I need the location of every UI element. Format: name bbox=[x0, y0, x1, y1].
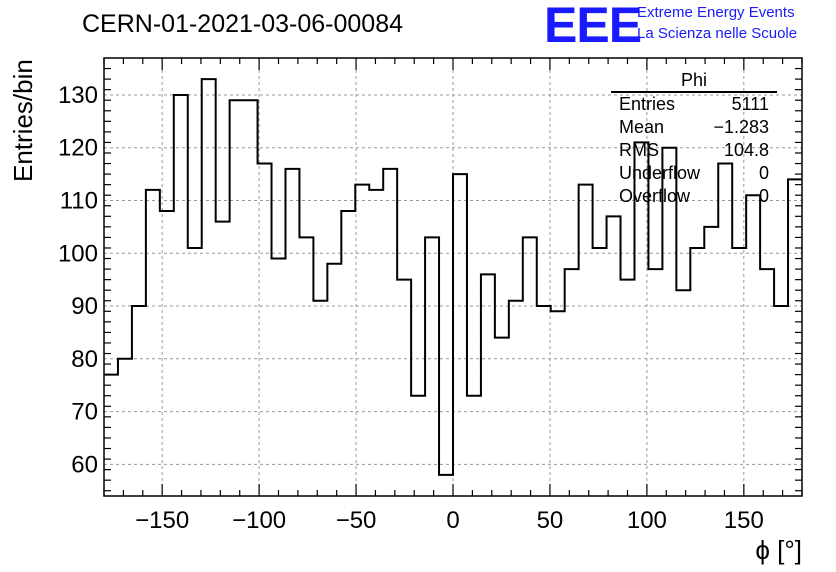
stats-row-underflow: Underflow 0 bbox=[611, 162, 777, 185]
stats-label: Mean bbox=[619, 117, 665, 137]
stats-value: 0 bbox=[758, 186, 769, 206]
stats-row-entries: Entries 5111 bbox=[611, 93, 777, 116]
logo-line-1: Extreme Energy Events bbox=[637, 4, 795, 21]
x-tick-label: 0 bbox=[446, 507, 459, 534]
x-tick-label: 50 bbox=[537, 507, 564, 534]
y-tick-label: 100 bbox=[58, 240, 98, 267]
x-tick-label: −100 bbox=[232, 507, 286, 534]
y-tick-label: 70 bbox=[71, 399, 98, 426]
eee-logo: EEE bbox=[544, 0, 642, 53]
stats-row-overflow: Overflow 0 bbox=[611, 185, 777, 208]
y-axis-label: Entries/bin bbox=[8, 59, 38, 182]
stats-value: −1.283 bbox=[713, 117, 769, 137]
stats-value: 5111 bbox=[731, 94, 769, 114]
x-tick-label: 100 bbox=[627, 507, 667, 534]
chart-title: CERN-01-2021-03-06-00084 bbox=[82, 10, 404, 38]
histogram-series bbox=[104, 78, 802, 476]
stats-label: RMS bbox=[619, 140, 659, 160]
x-tick-label: 150 bbox=[724, 507, 764, 534]
y-tick-label: 130 bbox=[58, 82, 98, 109]
stats-label: Overflow bbox=[619, 186, 691, 206]
stats-title: Phi bbox=[611, 70, 777, 93]
stats-box: Phi Entries 5111 Mean −1.283 RMS 104.8 U… bbox=[611, 70, 777, 208]
stats-label: Underflow bbox=[619, 163, 701, 183]
tick-labels: −150 −100 −50 0 50 100 150 60 70 80 90 100 110 120 130 bbox=[58, 82, 764, 534]
y-tick-label: 90 bbox=[71, 293, 98, 320]
x-tick-label: −50 bbox=[336, 507, 377, 534]
y-tick-label: 80 bbox=[71, 346, 98, 373]
stats-label: Entries bbox=[619, 94, 676, 114]
y-tick-label: 110 bbox=[60, 187, 98, 214]
stats-value: 104.8 bbox=[723, 140, 769, 160]
stats-row-mean: Mean −1.283 bbox=[611, 116, 777, 139]
logo-line-2: La Scienza nelle Scuole bbox=[637, 25, 798, 42]
y-tick-label: 120 bbox=[58, 135, 98, 162]
x-tick-label: −150 bbox=[135, 507, 189, 534]
x-axis-label: ϕ [°] bbox=[755, 535, 802, 565]
axis-ticks bbox=[103, 58, 803, 496]
stats-row-rms: RMS 104.8 bbox=[611, 139, 777, 162]
stats-value: 0 bbox=[758, 163, 769, 183]
y-tick-label: 60 bbox=[71, 451, 98, 478]
